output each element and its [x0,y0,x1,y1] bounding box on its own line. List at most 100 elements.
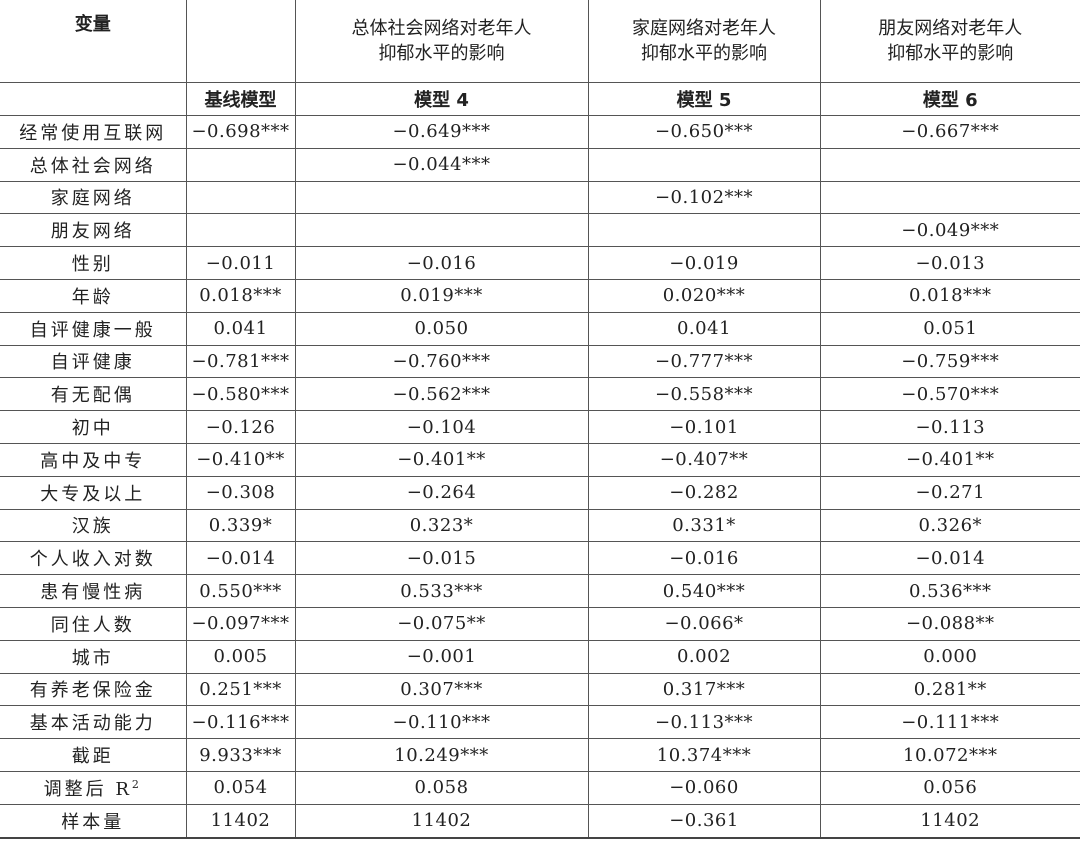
variable-name: 家庭网络 [50,188,135,210]
header-group-family: 家庭网络对老年人 抑郁水平的影响 [587,0,821,83]
coefficient-cell: −0.410** [185,442,296,477]
coefficient-cell: −0.580*** [185,377,296,412]
variable-label: 自评健康 [0,344,187,379]
table-row: 年龄 0.018*** 0.019*** 0.020*** 0.018*** [0,278,1080,313]
table-row: 总体社会网络 −0.044*** [0,147,1080,182]
coefficient-cell [185,147,296,182]
coefficient-cell: −0.264 [294,475,589,510]
coefficient-cell: −0.271 [819,475,1080,510]
coefficient-cell: −0.361 [587,803,821,839]
coefficient-cell: −0.116*** [185,705,296,740]
variable-name: 汉族 [71,516,114,538]
coefficient-cell: −0.016 [587,541,821,576]
variable-label: 自评健康一般 [0,311,187,346]
variable-name: 朋友网络 [50,221,135,243]
coefficient-cell: −0.113*** [587,705,821,740]
coefficient-cell: −0.570*** [819,377,1080,412]
table-row: 样本量 11402 11402 −0.361 11402 [0,803,1080,839]
table-row: 有养老保险金 0.251*** 0.307*** 0.317*** 0.281** [0,672,1080,707]
coefficient-cell: 0.550*** [185,574,296,608]
variable-label: 城市 [0,639,187,674]
header-variable: 变量 [0,0,187,83]
coefficient-cell [819,180,1080,215]
coefficient-cell [294,180,589,215]
coefficient-cell: −0.014 [185,541,296,576]
coefficient-cell: 0.002 [587,639,821,674]
coefficient-cell: 0.041 [185,311,296,346]
variable-name: 同住人数 [50,614,135,636]
coefficient-cell: −0.066* [587,606,821,641]
header-model-4: 模型 4 [294,82,589,116]
coefficient-cell: −0.016 [294,246,589,280]
coefficient-cell: −0.562*** [294,377,589,412]
table-row: 基本活动能力 −0.116*** −0.110*** −0.113*** −0.111*… [0,705,1080,740]
coefficient-cell: −0.075** [294,606,589,641]
coefficient-cell: −0.088** [819,606,1080,641]
variable-name: 城市 [71,647,114,669]
table-body: 经常使用互联网 −0.698*** −0.649*** −0.650*** −0.667… [0,115,1080,839]
coefficient-cell: −0.401** [819,442,1080,477]
coefficient-cell: −0.097*** [185,606,296,641]
coefficient-cell: −0.667*** [819,115,1080,149]
coefficient-cell: −0.781*** [185,344,296,379]
coefficient-cell [185,213,296,248]
variable-name: 患有慢性病 [40,582,146,604]
variable-label: 高中及中专 [0,442,187,477]
variable-name: 有无配偶 [50,385,135,407]
table-row: 有无配偶 −0.580*** −0.562*** −0.558*** −0.570*** [0,377,1080,412]
coefficient-cell: −0.044*** [294,147,589,182]
header-model-baseline: 基线模型 [185,82,296,116]
variable-label: 样本量 [0,803,187,839]
coefficient-cell: 11402 [185,803,296,839]
coefficient-cell: 0.536*** [819,574,1080,608]
coefficient-cell: 0.000 [819,639,1080,674]
variable-label: 基本活动能力 [0,705,187,740]
coefficient-cell: 9.933*** [185,738,296,772]
table-row: 自评健康 −0.781*** −0.760*** −0.777*** −0.759*** [0,344,1080,379]
table-row: 个人收入对数 −0.014 −0.015 −0.016 −0.014 [0,541,1080,576]
coefficient-cell: 10.374*** [587,738,821,772]
variable-label: 性别 [0,246,187,280]
variable-name: 经常使用互联网 [19,122,167,144]
coefficient-cell: −0.308 [185,475,296,510]
coefficient-cell: 0.326* [819,508,1080,543]
coefficient-cell: −0.013 [819,246,1080,280]
coefficient-cell: −0.111*** [819,705,1080,740]
table-row: 初中 −0.126 −0.104 −0.101 −0.113 [0,410,1080,444]
coefficient-cell: 10.072*** [819,738,1080,772]
variable-label: 年龄 [0,278,187,313]
coefficient-cell: −0.014 [819,541,1080,576]
variable-name: 调整后 R [43,778,132,800]
coefficient-cell: 0.051 [819,311,1080,346]
coefficient-cell [294,213,589,248]
variable-label: 个人收入对数 [0,541,187,576]
coefficient-cell: 0.307*** [294,672,589,707]
variable-label: 家庭网络 [0,180,187,215]
coefficient-cell: 0.005 [185,639,296,674]
header-row-models: 基线模型 模型 4 模型 5 模型 6 [0,82,1080,116]
group-title: 家庭网络对老年人 抑郁水平的影响 [632,18,776,64]
coefficient-cell: 0.018*** [185,278,296,313]
coefficient-cell: −0.126 [185,410,296,444]
superscript: 2 [131,777,142,791]
coefficient-cell: −0.102*** [587,180,821,215]
coefficient-cell: −0.019 [587,246,821,280]
table-row: 患有慢性病 0.550*** 0.533*** 0.540*** 0.536*** [0,574,1080,608]
variable-name: 个人收入对数 [29,549,156,571]
coefficient-cell: −0.649*** [294,115,589,149]
table-row: 大专及以上 −0.308 −0.264 −0.282 −0.271 [0,475,1080,510]
coefficient-cell: 0.251*** [185,672,296,707]
table-row: 同住人数 −0.097*** −0.075** −0.066* −0.088** [0,606,1080,641]
coefficient-cell: −0.015 [294,541,589,576]
coefficient-cell: 0.281** [819,672,1080,707]
header-group-friends: 朋友网络对老年人 抑郁水平的影响 [819,0,1080,83]
group-title: 总体社会网络对老年人 抑郁水平的影响 [351,18,532,64]
variable-name: 高中及中专 [40,450,146,472]
coefficient-cell: 0.339* [185,508,296,543]
table-row: 汉族 0.339* 0.323* 0.331* 0.326* [0,508,1080,543]
table-row: 城市 0.005 −0.001 0.002 0.000 [0,639,1080,674]
variable-label: 有无配偶 [0,377,187,412]
variable-name: 性别 [71,254,114,276]
variable-label: 同住人数 [0,606,187,641]
